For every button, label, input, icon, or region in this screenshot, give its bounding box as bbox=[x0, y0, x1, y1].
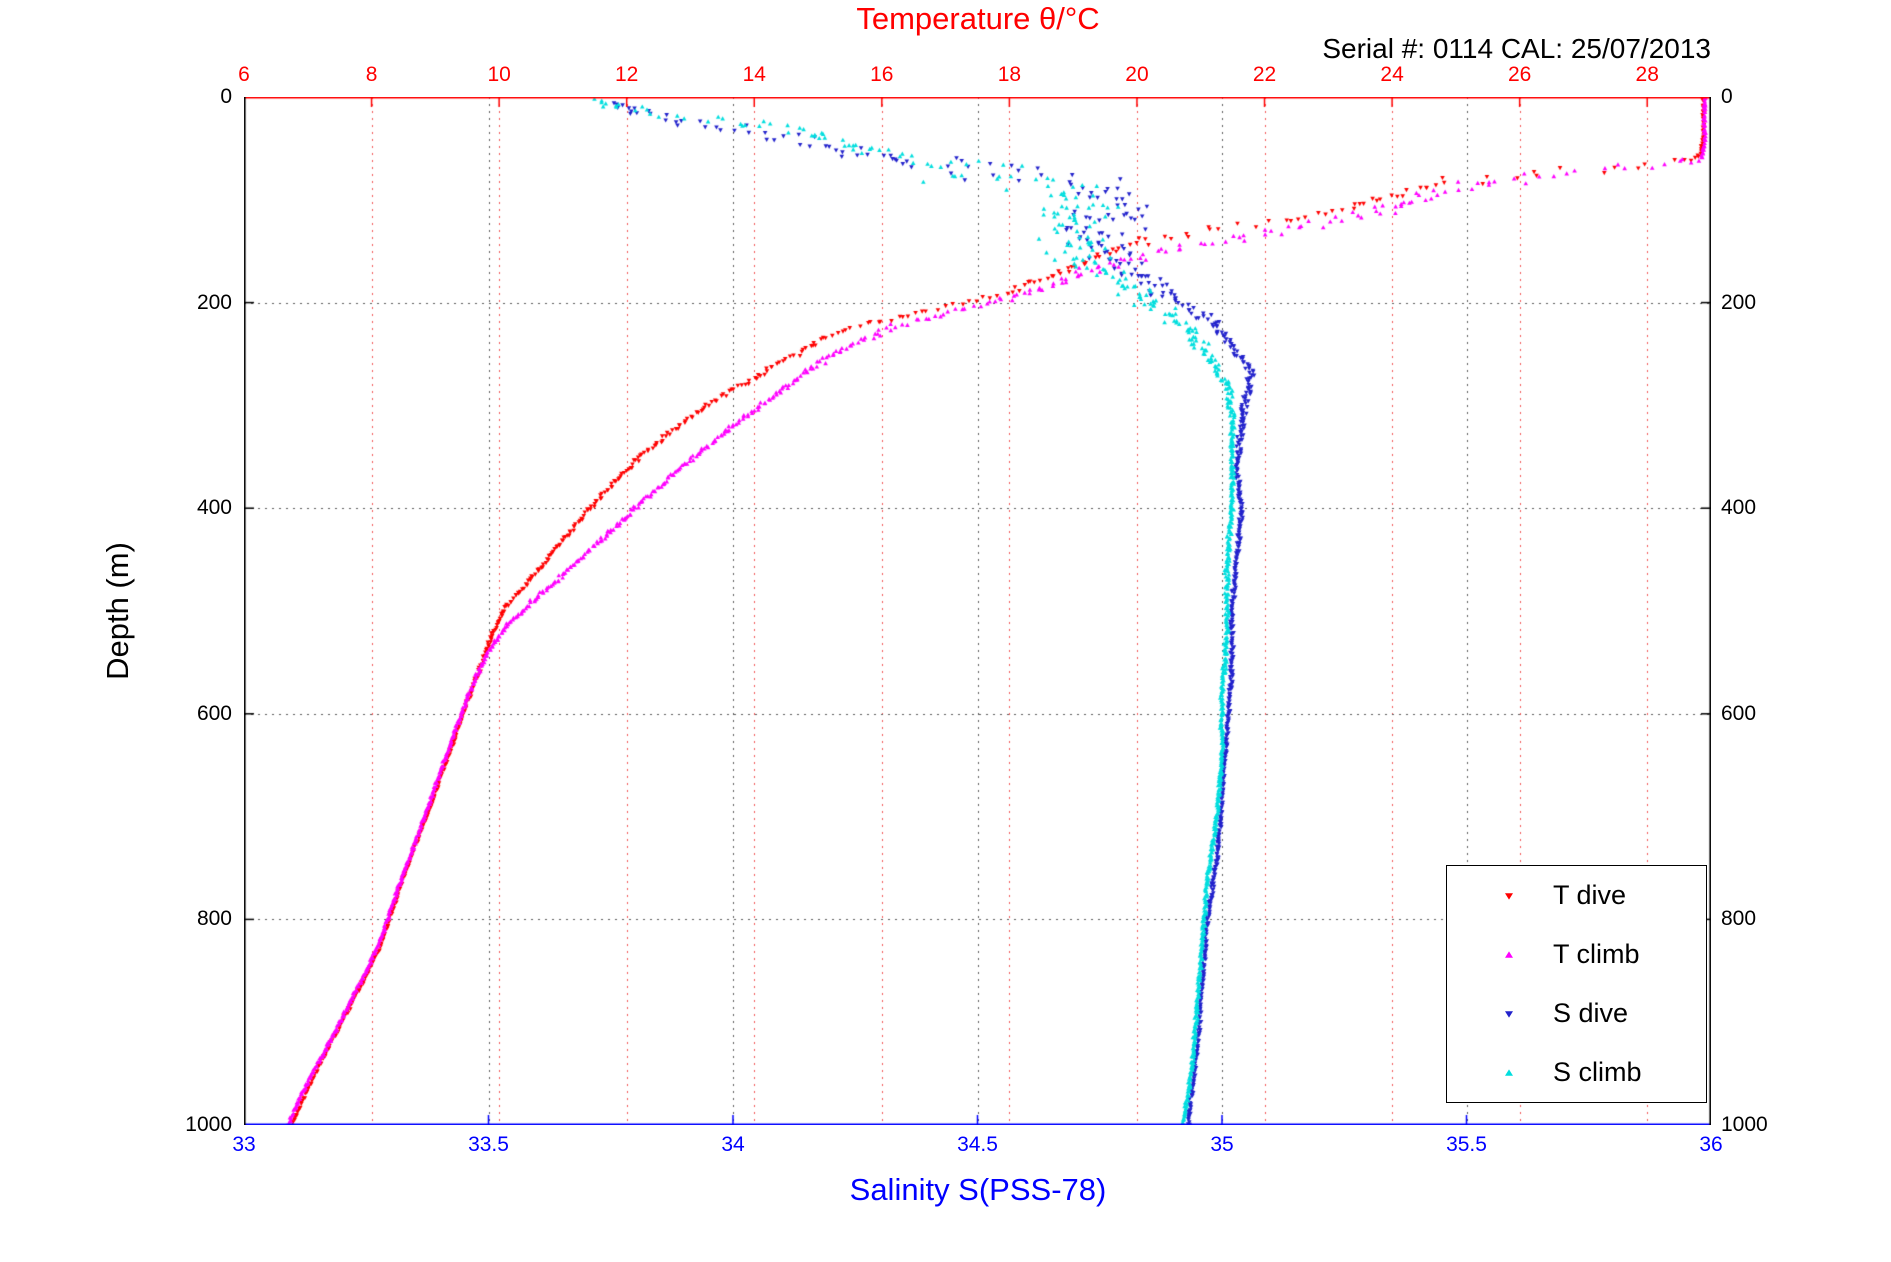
legend: T dive T climb S dive S climb bbox=[1446, 865, 1707, 1103]
legend-label: S climb bbox=[1553, 1057, 1642, 1087]
salinity-tick-label: 33 bbox=[232, 1133, 256, 1156]
depth-tick-label-right: 400 bbox=[1721, 496, 1757, 520]
temperature-tick-label: 22 bbox=[1252, 63, 1277, 86]
serial-calibration-annotation: Serial #: 0114 CAL: 25/07/2013 bbox=[1322, 33, 1711, 64]
temperature-tick-label: 16 bbox=[870, 63, 894, 86]
t-climb-marker-icon bbox=[1485, 949, 1533, 961]
temperature-tick-label: 20 bbox=[1125, 63, 1149, 86]
depth-tick-label-right: 1000 bbox=[1721, 1113, 1768, 1136]
temperature-tick-label: 6 bbox=[238, 63, 250, 86]
depth-tick-label-left: 200 bbox=[196, 290, 232, 314]
legend-label: T dive bbox=[1553, 880, 1627, 910]
t-dive-marker-icon bbox=[1485, 890, 1533, 902]
legend-label: S dive bbox=[1553, 998, 1629, 1028]
depth-tick-label-left: 600 bbox=[196, 701, 232, 725]
salinity-tick-label: 36 bbox=[1699, 1133, 1723, 1156]
depth-tick-label-left: 0 bbox=[220, 85, 232, 108]
temperature-tick-label: 10 bbox=[487, 63, 511, 86]
salinity-tick-label: 35.5 bbox=[1446, 1133, 1487, 1156]
salinity-tick-label: 34.5 bbox=[957, 1133, 998, 1156]
chart-title-temperature-axis-label: Temperature θ/°C bbox=[856, 1, 1100, 36]
legend-item-s-climb: S climb bbox=[1447, 1043, 1706, 1102]
temperature-tick-label: 8 bbox=[365, 63, 378, 86]
salinity-tick-label: 33.5 bbox=[468, 1133, 509, 1156]
depth-tick-label-right: 600 bbox=[1721, 701, 1757, 725]
temperature-tick-label: 28 bbox=[1635, 63, 1659, 86]
depth-tick-label-right: 800 bbox=[1721, 907, 1757, 931]
legend-item-t-climb: T climb bbox=[1447, 925, 1706, 984]
x-axis-label-salinity: Salinity S(PSS-78) bbox=[849, 1172, 1107, 1207]
salinity-tick-label: 34 bbox=[721, 1133, 745, 1156]
s-climb-marker-icon bbox=[1485, 1067, 1533, 1079]
depth-tick-label-left: 800 bbox=[196, 907, 232, 931]
temperature-tick-label: 26 bbox=[1507, 63, 1532, 86]
s-dive-marker-icon bbox=[1485, 1008, 1533, 1020]
y-axis-label-depth: Depth (m) bbox=[100, 542, 135, 680]
legend-item-t-dive: T dive bbox=[1447, 866, 1706, 925]
legend-item-s-dive: S dive bbox=[1447, 984, 1706, 1043]
salinity-tick-label: 35 bbox=[1210, 1133, 1234, 1156]
depth-tick-label-left: 1000 bbox=[185, 1113, 232, 1136]
temperature-tick-label: 18 bbox=[997, 63, 1022, 86]
depth-tick-label-right: 200 bbox=[1721, 290, 1757, 314]
legend-label: T climb bbox=[1553, 939, 1640, 969]
temperature-tick-label: 14 bbox=[742, 63, 766, 86]
depth-tick-label-right: 0 bbox=[1721, 85, 1733, 108]
depth-tick-label-left: 400 bbox=[196, 496, 232, 520]
temperature-tick-label: 12 bbox=[615, 63, 639, 86]
temperature-tick-label: 24 bbox=[1380, 63, 1404, 86]
